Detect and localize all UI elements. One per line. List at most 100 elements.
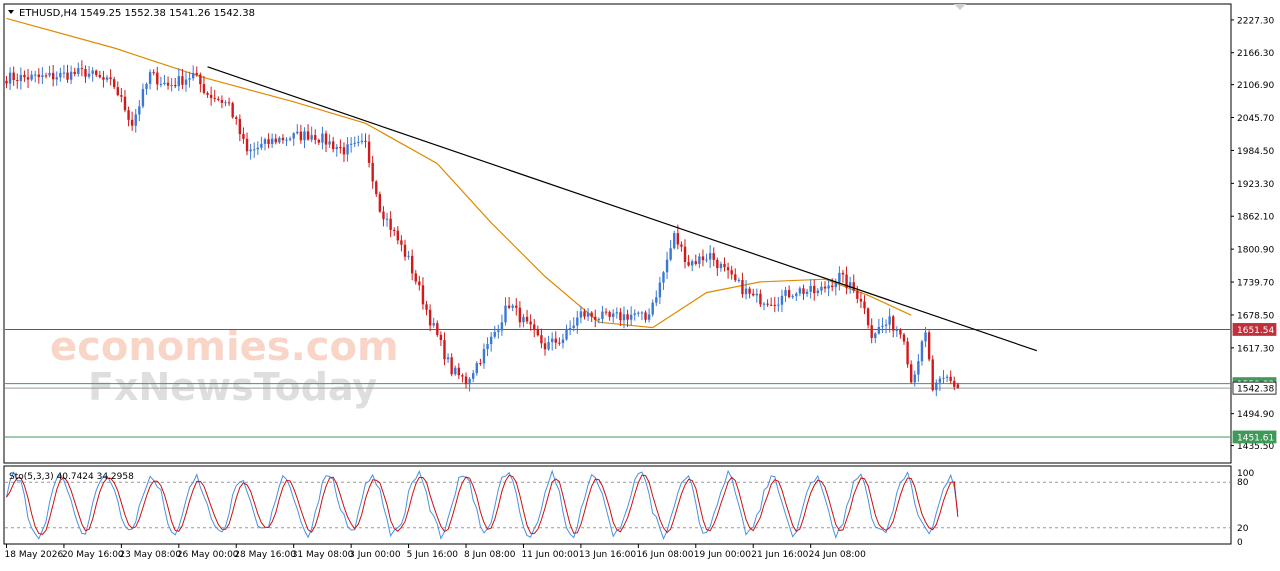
candle-body	[658, 282, 662, 298]
candle-body	[188, 78, 191, 80]
collapse-arrow-icon[interactable]	[954, 4, 966, 10]
candle-body	[364, 140, 367, 142]
candle-body	[690, 261, 694, 266]
candle	[385, 212, 389, 227]
candle-body	[202, 84, 206, 93]
candle-body	[802, 288, 805, 294]
candle	[759, 289, 762, 308]
candle	[612, 309, 615, 323]
candle	[432, 317, 435, 328]
candle	[130, 111, 134, 131]
candle	[647, 308, 651, 323]
candle	[619, 307, 622, 326]
candle	[84, 65, 87, 83]
candle	[267, 133, 270, 149]
candle-body	[138, 106, 141, 115]
candle	[174, 77, 177, 89]
candle	[321, 126, 324, 150]
candle-body	[303, 131, 306, 141]
candle-body	[306, 131, 310, 140]
candle-body	[748, 288, 751, 294]
candle	[213, 89, 216, 103]
candle	[113, 76, 116, 90]
candle-body	[576, 317, 579, 326]
candle	[741, 272, 744, 298]
candle	[468, 376, 471, 392]
candle	[687, 254, 690, 267]
candle	[956, 382, 960, 389]
candle	[199, 72, 202, 93]
menu-arrow-icon[interactable]	[8, 10, 14, 14]
candle-body	[845, 274, 848, 288]
candle-body	[245, 138, 249, 152]
candle-body	[393, 229, 396, 231]
candle-body	[12, 72, 15, 81]
candle-body	[238, 119, 242, 134]
stoch-signal-line	[6, 474, 959, 535]
candle-body	[220, 99, 224, 103]
candle-body	[166, 82, 170, 86]
candle	[464, 372, 468, 389]
candle-body	[561, 339, 565, 344]
watermark-economies: economies.com	[50, 324, 399, 370]
candle-body	[590, 312, 593, 317]
candle	[737, 277, 741, 283]
candle-body	[752, 293, 755, 296]
candle-body	[385, 218, 389, 220]
candle-body	[655, 297, 658, 303]
candle	[583, 308, 586, 320]
price-badge: 1542.38	[1232, 381, 1277, 395]
candle	[536, 325, 540, 337]
candle-body	[436, 323, 439, 335]
candle-body	[400, 240, 403, 245]
candle	[874, 332, 877, 344]
candle	[662, 271, 665, 290]
candle	[744, 280, 748, 300]
candle	[601, 305, 604, 324]
candle	[360, 133, 364, 145]
candle	[95, 69, 98, 78]
candle	[393, 227, 396, 236]
candle-body	[177, 76, 181, 87]
candle	[651, 299, 654, 317]
candle-body	[651, 302, 654, 315]
candle	[91, 67, 94, 82]
candle-body	[163, 82, 166, 85]
candle	[105, 75, 109, 83]
candle	[77, 62, 80, 77]
candle	[594, 309, 597, 328]
candle	[716, 257, 719, 276]
candle-body	[292, 133, 295, 139]
candle-body	[823, 286, 827, 289]
candle-body	[454, 367, 457, 375]
candle	[418, 275, 421, 291]
candle	[396, 226, 400, 245]
descending-trendline	[207, 66, 1038, 352]
candle	[734, 268, 737, 283]
candle-body	[367, 141, 371, 163]
candle-body	[62, 72, 66, 74]
candle-body	[486, 344, 489, 350]
candle-body	[719, 263, 723, 269]
candle-body	[640, 312, 644, 314]
candle-body	[805, 291, 809, 294]
candle-body	[109, 77, 112, 80]
candle	[884, 319, 888, 334]
candle	[414, 270, 417, 285]
candle	[346, 137, 349, 162]
candle-body	[249, 149, 252, 152]
candle-body	[504, 305, 507, 323]
candle-body	[310, 135, 313, 140]
candle	[550, 332, 554, 351]
candle	[572, 317, 575, 332]
candle-body	[48, 72, 51, 76]
ohlc-label: 1549.25 1552.38 1541.26 1542.38	[80, 8, 255, 19]
candle-body	[331, 141, 335, 149]
candle	[504, 297, 507, 326]
candle-body	[217, 98, 220, 100]
candle-body	[515, 305, 518, 308]
candle	[364, 133, 367, 148]
candle-body	[51, 72, 55, 80]
candle-body	[848, 282, 852, 288]
